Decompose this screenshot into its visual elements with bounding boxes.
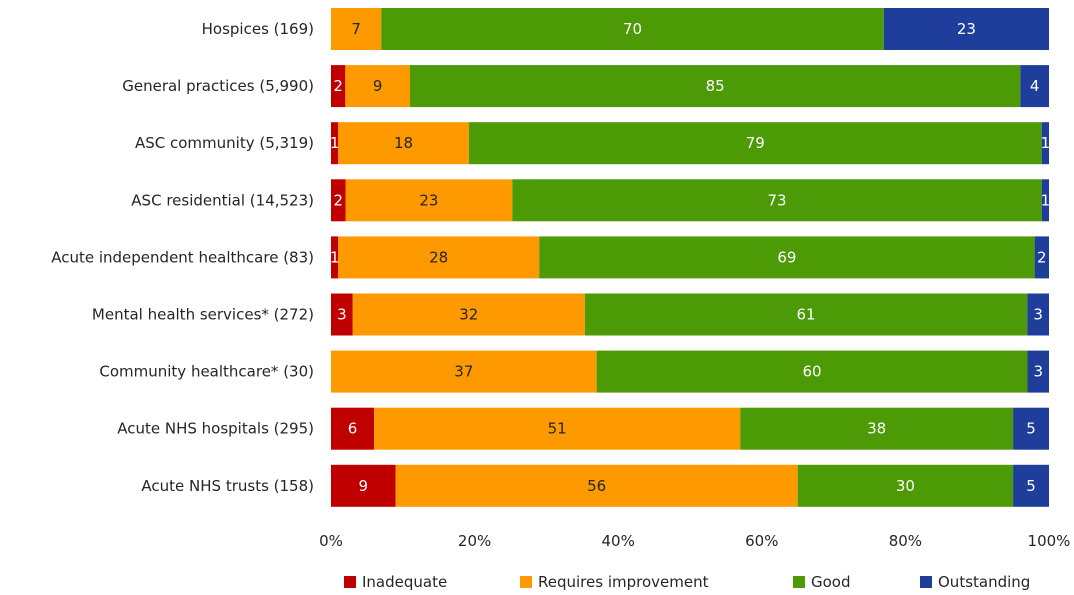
bar-segment-good bbox=[596, 350, 1028, 393]
category-label: Hospices (169) bbox=[202, 20, 314, 38]
bar-segment-good bbox=[797, 464, 1014, 507]
bar-segment-requires-improvement bbox=[338, 122, 469, 165]
bar-segment-outstanding bbox=[1041, 179, 1049, 222]
category-label: Community healthcare* (30) bbox=[99, 363, 314, 381]
bar-segment-requires-improvement bbox=[374, 407, 741, 450]
bar-segment-inadequate bbox=[331, 407, 375, 450]
data-label-requires-improvement: 32 bbox=[459, 306, 478, 324]
legend-swatch-requires-improvement bbox=[520, 576, 532, 588]
bar-segment-requires-improvement bbox=[395, 464, 798, 507]
data-label-outstanding: 2 bbox=[1037, 248, 1047, 266]
bar-segment-good bbox=[381, 8, 884, 50]
legend-label-requires-improvement: Requires improvement bbox=[538, 573, 709, 591]
data-label-good: 79 bbox=[746, 134, 765, 152]
data-label-outstanding: 4 bbox=[1030, 77, 1040, 95]
data-label-inadequate: 2 bbox=[333, 77, 343, 95]
bars-group: 7 70 232 9 85 41 18 79 12 23 73 11 28 69 23 32 61 337 60 36… bbox=[330, 8, 1050, 507]
category-labels: Hospices (169) General practices (5,990) A… bbox=[51, 20, 314, 495]
data-label-good: 69 bbox=[777, 248, 796, 266]
data-label-good: 60 bbox=[803, 363, 822, 381]
bar-segment-requires-improvement bbox=[331, 350, 597, 393]
category-label: Acute NHS trusts (158) bbox=[141, 477, 314, 495]
data-label-inadequate: 3 bbox=[337, 306, 347, 324]
data-label-good: 30 bbox=[896, 477, 915, 495]
bar-segment-requires-improvement bbox=[338, 236, 540, 279]
data-label-good: 38 bbox=[867, 420, 886, 438]
bar-segment-outstanding bbox=[1027, 293, 1049, 336]
bar-segment-outstanding bbox=[1034, 236, 1049, 279]
legend-swatch-inadequate bbox=[344, 576, 356, 588]
x-tick-label: 60% bbox=[745, 532, 778, 550]
bar-segment-outstanding bbox=[1013, 464, 1049, 507]
category-label: Acute independent healthcare (83) bbox=[51, 248, 314, 266]
category-label: Acute NHS hospitals (295) bbox=[117, 420, 314, 438]
bar-segment-outstanding bbox=[1013, 407, 1049, 450]
legend-label-good: Good bbox=[811, 573, 851, 591]
bar-segment-requires-improvement bbox=[352, 293, 585, 336]
bar-segment-outstanding bbox=[1020, 65, 1049, 108]
bar-segment-requires-improvement bbox=[345, 179, 513, 222]
data-label-outstanding: 5 bbox=[1026, 477, 1036, 495]
legend-label-inadequate: Inadequate bbox=[362, 573, 447, 591]
data-label-outstanding: 23 bbox=[957, 20, 976, 38]
bar-segment-good bbox=[409, 65, 1021, 108]
data-label-requires-improvement: 56 bbox=[587, 477, 606, 495]
bar-segment-inadequate bbox=[331, 464, 396, 507]
data-label-outstanding: 5 bbox=[1026, 420, 1036, 438]
x-tick-label: 100% bbox=[1028, 532, 1071, 550]
category-label: ASC community (5,319) bbox=[135, 134, 314, 152]
data-label-requires-improvement: 23 bbox=[419, 191, 438, 209]
data-label-requires-improvement: 7 bbox=[351, 20, 361, 38]
legend-swatch-good bbox=[793, 576, 805, 588]
data-label-good: 85 bbox=[706, 77, 725, 95]
x-tick-label: 0% bbox=[319, 532, 343, 550]
bar-segment-inadequate bbox=[331, 293, 353, 336]
data-label-inadequate: 1 bbox=[330, 248, 340, 266]
legend-swatch-outstanding bbox=[920, 576, 932, 588]
bar-segment-good bbox=[584, 293, 1028, 336]
bar-segment-good bbox=[539, 236, 1035, 279]
bar-segment-good bbox=[740, 407, 1014, 450]
data-label-inadequate: 9 bbox=[359, 477, 369, 495]
category-label: General practices (5,990) bbox=[122, 77, 314, 95]
data-label-outstanding: 3 bbox=[1033, 306, 1043, 324]
bar-segment-outstanding bbox=[1041, 122, 1049, 165]
category-label: Mental health services* (272) bbox=[92, 306, 314, 324]
x-tick-label: 20% bbox=[458, 532, 491, 550]
data-label-good: 61 bbox=[796, 306, 815, 324]
data-label-inadequate: 2 bbox=[333, 191, 343, 209]
data-label-requires-improvement: 9 bbox=[373, 77, 383, 95]
bar-segment-good bbox=[468, 122, 1042, 165]
bar-segment-inadequate bbox=[331, 179, 346, 222]
x-axis-tick-labels: 0% 20% 40% 60% 80% 100% bbox=[319, 532, 1070, 550]
bar-segment-inadequate bbox=[331, 122, 339, 165]
data-label-inadequate: 6 bbox=[348, 420, 358, 438]
data-label-requires-improvement: 51 bbox=[548, 420, 567, 438]
bar-segment-requires-improvement bbox=[331, 8, 382, 50]
legend: Inadequate Requires improvement Good Outsta… bbox=[344, 573, 1030, 591]
category-label: ASC residential (14,523) bbox=[131, 191, 314, 209]
bar-segment-inadequate bbox=[331, 65, 346, 108]
bar-segment-requires-improvement bbox=[345, 65, 410, 108]
data-label-good: 70 bbox=[623, 20, 642, 38]
bar-segment-inadequate bbox=[331, 236, 339, 279]
bar-segment-outstanding bbox=[883, 8, 1049, 50]
data-label-good: 73 bbox=[767, 191, 786, 209]
data-label-requires-improvement: 37 bbox=[454, 363, 473, 381]
data-label-outstanding: 1 bbox=[1041, 191, 1051, 209]
legend-label-outstanding: Outstanding bbox=[938, 573, 1030, 591]
x-tick-label: 80% bbox=[889, 532, 922, 550]
data-label-requires-improvement: 18 bbox=[394, 134, 413, 152]
x-tick-label: 40% bbox=[602, 532, 635, 550]
bar-segment-outstanding bbox=[1027, 350, 1049, 393]
data-label-outstanding: 1 bbox=[1041, 134, 1051, 152]
bar-segment-good bbox=[512, 179, 1042, 222]
data-label-outstanding: 3 bbox=[1033, 363, 1043, 381]
data-label-inadequate: 1 bbox=[330, 134, 340, 152]
data-label-requires-improvement: 28 bbox=[429, 248, 448, 266]
